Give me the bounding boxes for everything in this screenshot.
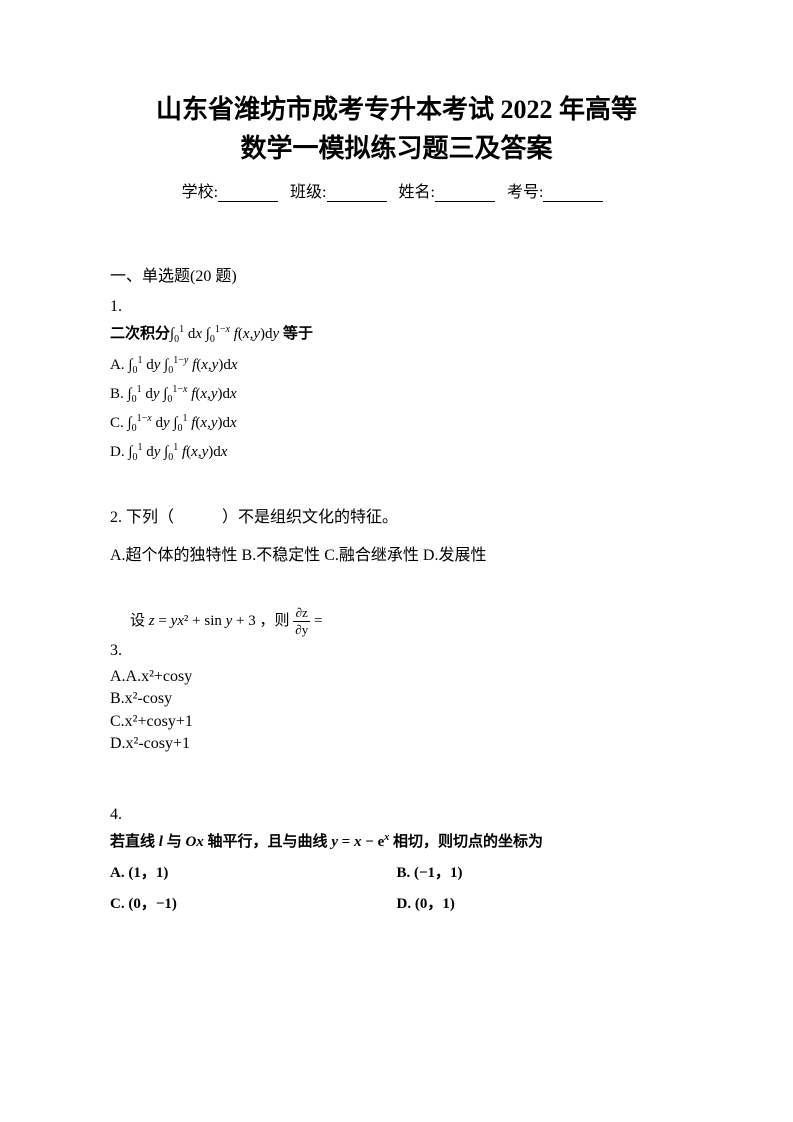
q4-b-val: (−1，1): [414, 865, 463, 881]
q1-stem: 二次积分∫01 dx ∫01−x f(x,y)dy 等于: [110, 322, 683, 345]
q4-option-c: C. (0，−1): [110, 892, 397, 913]
q4-option-b: B. (−1，1): [397, 861, 684, 882]
title-line-2: 数学一模拟练习题三及答案: [110, 129, 683, 168]
q4-options: A. (1，1) B. (−1，1) C. (0，−1) D. (0，1): [110, 861, 683, 913]
q4-option-a: A. (1，1): [110, 861, 397, 882]
examno-label: 考号:: [507, 184, 543, 201]
q3-option-b: B.x²-cosy: [110, 688, 683, 710]
school-blank: [218, 186, 278, 202]
class-blank: [327, 186, 387, 202]
q1-stem-suffix: 等于: [279, 326, 313, 342]
q4-stem: 若直线 l 与 Ox 轴平行，且与曲线 y = x − ex 相切，则切点的坐标…: [110, 830, 683, 851]
section-1-title: 一、单选题(20 题): [110, 262, 683, 286]
q3-option-c: C.x²+cosy+1: [110, 711, 683, 733]
q3-fraction: ∂z∂y: [293, 605, 310, 638]
q2-number: 2.: [110, 509, 122, 526]
q1-option-a: A. ∫01 dy ∫01−y f(x,y)dx: [110, 355, 683, 376]
q4-c-val: (0，−1): [128, 896, 177, 912]
q3-options: A.A.x²+cosy B.x²-cosy C.x²+cosy+1 D.x²-c…: [110, 666, 683, 756]
q4-d-label: D.: [397, 896, 412, 912]
q4-a-val: (1，1): [128, 865, 168, 881]
student-info-line: 学校: 班级: 姓名: 考号:: [110, 178, 683, 202]
q4-c-label: C.: [110, 896, 125, 912]
q1-option-d: D. ∫01 dy ∫01 f(x,y)dx: [110, 442, 683, 463]
q3-stem-suffix: =: [310, 613, 322, 629]
q1-stem-prefix: 二次积分: [110, 326, 170, 342]
q2-stem: 2. 下列（ ）不是组织文化的特征。: [110, 503, 683, 527]
q3-stem-prefix: 设 z = yx² + sin y + 3 ，则: [130, 613, 293, 629]
page-title: 山东省潍坊市成考专升本考试 2022 年高等 数学一模拟练习题三及答案: [110, 90, 683, 168]
q4-b-label: B.: [397, 865, 411, 881]
question-2: 2. 下列（ ）不是组织文化的特征。 A.超个体的独特性 B.不稳定性 C.融合…: [110, 503, 683, 565]
q3-option-d: D.x²-cosy+1: [110, 733, 683, 755]
q3-frac-num: ∂z: [293, 605, 310, 622]
q3-stem: 设 z = yx² + sin y + 3 ，则 ∂z∂y =: [130, 605, 683, 638]
q4-number: 4.: [110, 806, 683, 824]
name-blank: [435, 186, 495, 202]
q3-frac-den: ∂y: [293, 622, 310, 638]
question-4: 4. 若直线 l 与 Ox 轴平行，且与曲线 y = x − ex 相切，则切点…: [110, 806, 683, 913]
q3-option-a: A.A.x²+cosy: [110, 666, 683, 688]
q2-options: A.超个体的独特性 B.不稳定性 C.融合继承性 D.发展性: [110, 541, 683, 565]
school-label: 学校:: [182, 184, 218, 201]
q4-option-d: D. (0，1): [397, 892, 684, 913]
question-1: 1. 二次积分∫01 dx ∫01−x f(x,y)dy 等于 A. ∫01 d…: [110, 298, 683, 463]
q3-number: 3.: [110, 642, 683, 660]
examno-blank: [543, 186, 603, 202]
title-line-1: 山东省潍坊市成考专升本考试 2022 年高等: [110, 90, 683, 129]
q2-stem-text: 下列（ ）不是组织文化的特征。: [126, 509, 398, 526]
class-label: 班级:: [290, 184, 326, 201]
q4-a-label: A.: [110, 865, 125, 881]
q1-option-b: B. ∫01 dy ∫01−x f(x,y)dx: [110, 384, 683, 405]
q1-number: 1.: [110, 298, 683, 316]
q4-d-val: (0，1): [415, 896, 455, 912]
name-label: 姓名:: [399, 184, 435, 201]
q1-stem-math: ∫01 dx ∫01−x f(x,y)dy: [170, 326, 279, 342]
question-3: 设 z = yx² + sin y + 3 ，则 ∂z∂y = 3. A.A.x…: [110, 605, 683, 756]
q1-option-c: C. ∫01−x dy ∫01 f(x,y)dx: [110, 413, 683, 434]
